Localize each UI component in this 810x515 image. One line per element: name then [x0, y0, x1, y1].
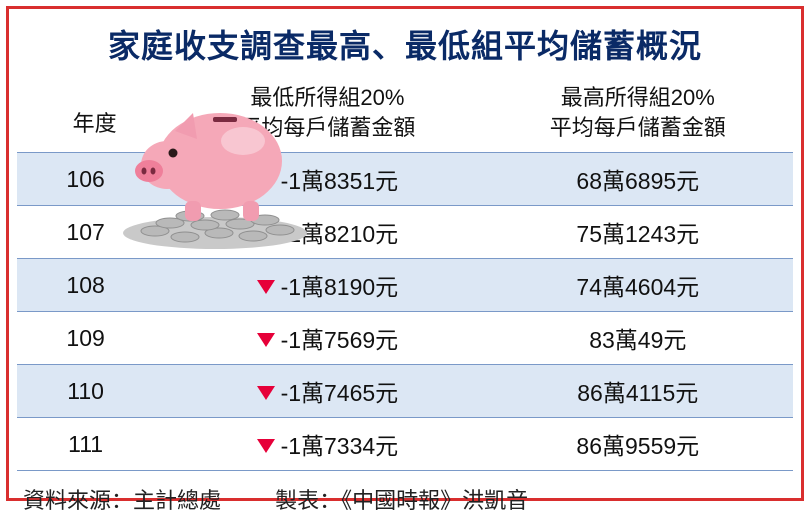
- table-row: 107 -1萬8210元 75萬1243元: [17, 206, 793, 259]
- cell-high: 86萬4115元: [483, 365, 793, 418]
- table-frame: 家庭收支調查最高、最低組平均儲蓄概況 年度 最低所得組20% 平均每戶儲蓄金額 …: [6, 6, 804, 501]
- cell-year: 111: [17, 418, 172, 471]
- cell-low: -1萬7569元: [172, 312, 482, 365]
- cell-low: -1萬7334元: [172, 418, 482, 471]
- col-header-high-l1: 最高所得組20%: [561, 85, 715, 110]
- cell-year: 110: [17, 365, 172, 418]
- cell-low: -1萬7465元: [172, 365, 482, 418]
- cell-high: 68萬6895元: [483, 153, 793, 206]
- table-title: 家庭收支調查最高、最低組平均儲蓄概況: [9, 9, 801, 77]
- col-header-low-l1: 最低所得組20%: [250, 85, 404, 110]
- col-header-high: 最高所得組20% 平均每戶儲蓄金額: [483, 77, 793, 153]
- down-arrow-icon: [257, 439, 275, 453]
- down-arrow-icon: [257, 280, 275, 294]
- down-arrow-icon: [257, 174, 275, 188]
- cell-high: 75萬1243元: [483, 206, 793, 259]
- col-header-low: 最低所得組20% 平均每戶儲蓄金額: [172, 77, 482, 153]
- footer-table-by: 製表：《中國時報》洪凱音: [275, 488, 528, 513]
- cell-year: 109: [17, 312, 172, 365]
- col-header-year: 年度: [17, 77, 172, 153]
- cell-low-value: -1萬7465元: [281, 380, 399, 406]
- cell-low-value: -1萬8190元: [281, 274, 399, 300]
- cell-year: 108: [17, 259, 172, 312]
- savings-table: 年度 最低所得組20% 平均每戶儲蓄金額 最高所得組20% 平均每戶儲蓄金額 1…: [17, 77, 793, 471]
- table-row: 110 -1萬7465元 86萬4115元: [17, 365, 793, 418]
- cell-year: 107: [17, 206, 172, 259]
- table-body: 106 -1萬8351元 68萬6895元 107 -1萬8210元 75萬12…: [17, 153, 793, 471]
- down-arrow-icon: [257, 227, 275, 241]
- col-header-year-label: 年度: [73, 111, 117, 136]
- down-arrow-icon: [257, 333, 275, 347]
- cell-high: 86萬9559元: [483, 418, 793, 471]
- col-header-low-l2: 平均每戶儲蓄金額: [239, 115, 415, 140]
- cell-high: 74萬4604元: [483, 259, 793, 312]
- cell-low: -1萬8190元: [172, 259, 482, 312]
- cell-high: 83萬49元: [483, 312, 793, 365]
- cell-low-value: -1萬8351元: [281, 168, 399, 194]
- table-row: 111 -1萬7334元 86萬9559元: [17, 418, 793, 471]
- col-header-high-l2: 平均每戶儲蓄金額: [550, 115, 726, 140]
- table-row: 106 -1萬8351元 68萬6895元: [17, 153, 793, 206]
- cell-low: -1萬8210元: [172, 206, 482, 259]
- cell-year: 106: [17, 153, 172, 206]
- table-footer: 資料來源：主計總處 製表：《中國時報》洪凱音: [9, 471, 801, 515]
- cell-low-value: -1萬7569元: [281, 327, 399, 353]
- cell-low-value: -1萬8210元: [281, 221, 399, 247]
- down-arrow-icon: [257, 386, 275, 400]
- footer-source: 資料來源：主計總處: [23, 483, 221, 515]
- cell-low-value: -1萬7334元: [281, 433, 399, 459]
- table-header-row: 年度 最低所得組20% 平均每戶儲蓄金額 最高所得組20% 平均每戶儲蓄金額: [17, 77, 793, 153]
- table-row: 108 -1萬8190元 74萬4604元: [17, 259, 793, 312]
- cell-low: -1萬8351元: [172, 153, 482, 206]
- table-row: 109 -1萬7569元 83萬49元: [17, 312, 793, 365]
